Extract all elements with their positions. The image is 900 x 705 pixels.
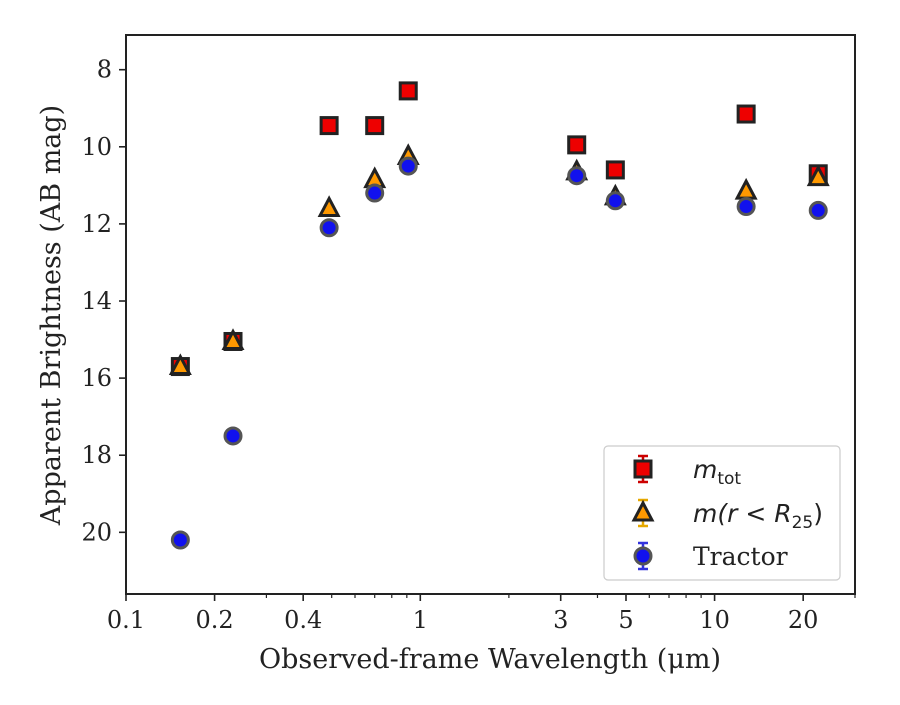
legend-label-main: m(r < R (693, 499, 792, 528)
y-tick-label: 16 (81, 364, 112, 392)
data-point-square (567, 135, 587, 155)
x-tick-label: 5 (618, 606, 633, 634)
x-tick-label: 0.2 (196, 606, 234, 634)
legend-marker-circle (633, 546, 653, 566)
x-tick-label: 3 (553, 606, 568, 634)
data-point-circle (736, 197, 756, 217)
x-tick-label: 1 (413, 606, 428, 634)
data-point-circle (808, 200, 828, 220)
x-axis-label: Observed-frame Wavelength (μm) (259, 644, 721, 675)
x-tick-label: 10 (699, 606, 730, 634)
x-tick-label: 20 (788, 606, 819, 634)
legend: mtot m(r < R25) Tractor (603, 445, 841, 581)
data-point-circle (365, 183, 385, 203)
legend-label: m(r < R25) (693, 499, 823, 533)
y-tick-label: 18 (81, 441, 112, 469)
data-point-square (319, 116, 339, 136)
y-tick-label: 12 (81, 210, 112, 238)
legend-label: mtot (693, 455, 741, 489)
legend-box (603, 445, 841, 581)
y-axis-label: Apparent Brightness (AB mag) (36, 105, 67, 526)
data-point-triangle (317, 195, 341, 217)
series-circle (170, 156, 828, 550)
legend-marker-triangle (631, 499, 655, 522)
data-point-circle (567, 166, 587, 186)
y-tick-label: 8 (97, 56, 112, 84)
x-tick-label: 0.4 (284, 606, 322, 634)
legend-label-sub: tot (717, 469, 741, 489)
data-point-circle (170, 530, 190, 550)
legend-label-main: m (693, 455, 717, 484)
legend-label: Tractor (693, 542, 788, 571)
data-point-triangle (221, 328, 245, 350)
y-tick-label: 20 (81, 518, 112, 546)
x-tick-label: 0.1 (107, 606, 145, 634)
data-point-circle (398, 156, 418, 176)
data-point-triangle (168, 353, 192, 376)
y-tick-label: 14 (81, 287, 112, 315)
legend-label-end: ) (813, 499, 823, 528)
data-point-square (736, 104, 756, 124)
data-point-triangle (806, 164, 830, 187)
axis-ticks: 0.1 0.2 0.4 1 3 5 10 20 8 10 12 14 16 18 20 (81, 56, 856, 634)
data-point-circle (223, 426, 243, 446)
data-point-square (605, 160, 625, 180)
data-point-circle (319, 218, 339, 238)
data-point-square (365, 116, 385, 136)
data-point-square (398, 81, 418, 101)
data-marks (168, 81, 830, 550)
legend-marker-square (633, 459, 653, 479)
y-tick-label: 10 (81, 133, 112, 161)
legend-label-sub: 25 (792, 513, 814, 533)
data-point-circle (605, 191, 625, 211)
